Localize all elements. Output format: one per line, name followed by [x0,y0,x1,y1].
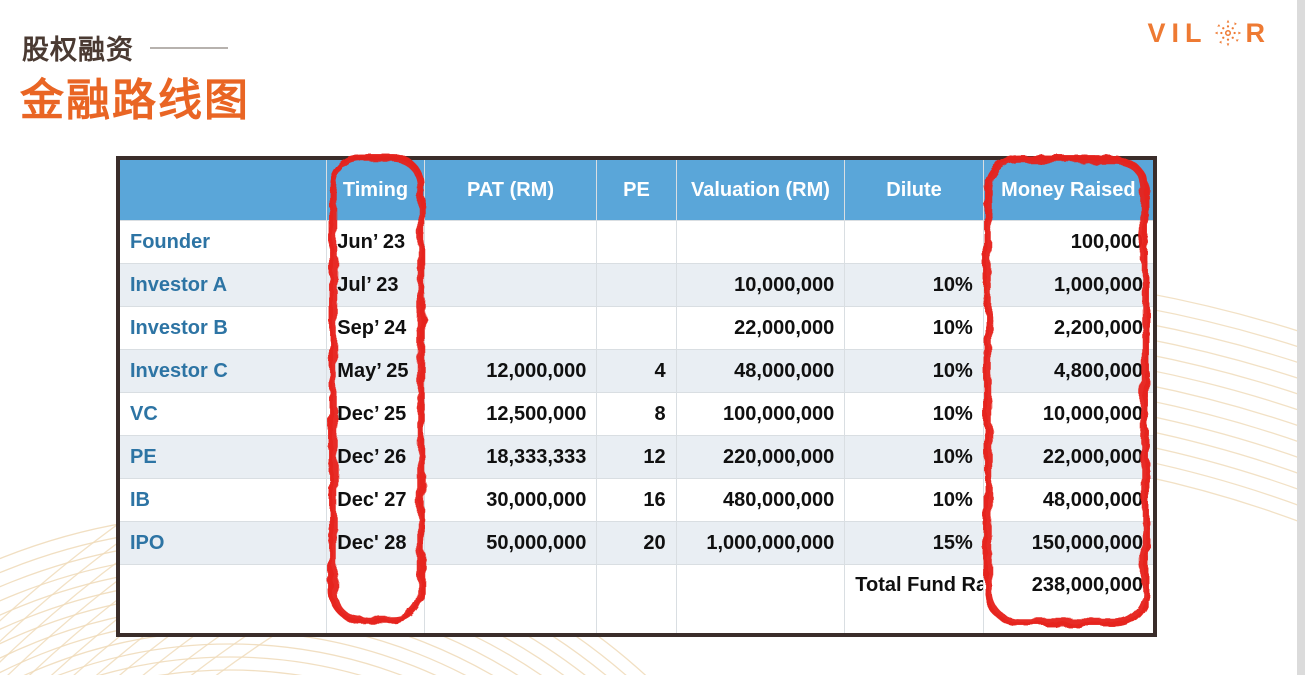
cell-money: 2,200,000 [982,306,1156,350]
total-row-empty-pat [423,564,598,635]
slide-subtitle: 股权融资 [22,35,134,65]
cell-valuation: 480,000,000 [675,478,846,522]
cell-timing: May’ 25 [326,349,425,393]
cell-dilute: 10% [844,478,984,522]
column-header-money-raised: Money Raised [982,157,1156,221]
cell-money: 4,800,000 [982,349,1156,393]
cell-valuation: 100,000,000 [675,392,846,436]
table-row-vc: VC Dec’ 25 12,500,000 8 100,000,000 10% 10,000… [117,392,1156,436]
finance-roadmap-table: Timing PAT (RM) PE Valuation (RM) Dilute Mone… [116,156,1157,637]
row-label: Investor C [117,349,328,393]
column-header-pe: PE [596,157,677,221]
table-body: Founder Jun’ 23 100,000 Investor A Jul’ 23 10… [117,220,1156,565]
cell-pe: 4 [596,349,677,393]
cell-pe: 8 [596,392,677,436]
total-row-empty-valuation [675,564,846,635]
cell-valuation: 220,000,000 [675,435,846,479]
cell-pat: 12,500,000 [423,392,598,436]
table-header-row: Timing PAT (RM) PE Valuation (RM) Dilute Mone… [117,157,1156,221]
finance-roadmap-table-container: Timing PAT (RM) PE Valuation (RM) Dilute Mone… [116,156,1157,637]
table-header: Timing PAT (RM) PE Valuation (RM) Dilute Mone… [117,157,1156,221]
row-label: VC [117,392,328,436]
cell-pat: 12,000,000 [423,349,598,393]
cell-money: 48,000,000 [982,478,1156,522]
column-header-timing: Timing [326,157,425,221]
cell-timing: Jul’ 23 [326,263,425,307]
cell-pat: 30,000,000 [423,478,598,522]
window-edge-strip [1297,0,1305,675]
row-label: PE [117,435,328,479]
cell-dilute: 10% [844,263,984,307]
cell-timing: Dec' 27 [326,478,425,522]
cell-dilute: 10% [844,392,984,436]
cell-valuation: 22,000,000 [675,306,846,350]
cell-valuation: 1,000,000,000 [675,521,846,565]
cell-dilute: 10% [844,349,984,393]
table-row-investor-c: Investor C May’ 25 12,000,000 4 48,000,000 10… [117,349,1156,393]
total-row: Total Fund Raised 238,000,000 [117,564,1156,635]
subtitle-divider-line [150,46,228,49]
firework-starburst-icon [1211,16,1245,50]
total-row-empty-timing [326,564,425,635]
column-header-dilute: Dilute [844,157,984,221]
cell-pe: 12 [596,435,677,479]
cell-timing: Dec’ 26 [326,435,425,479]
cell-money: 150,000,000 [982,521,1156,565]
slide-title: 金融路线图 [20,76,250,125]
total-fund-raised-value: 238,000,000 [982,564,1156,635]
row-label: IPO [117,521,328,565]
cell-money: 10,000,000 [982,392,1156,436]
cell-money: 100,000 [982,220,1156,264]
row-label: IB [117,478,328,522]
cell-pat [423,263,598,307]
cell-timing: Jun’ 23 [326,220,425,264]
table-row-ib: IB Dec' 27 30,000,000 16 480,000,000 10% 48,00… [117,478,1156,522]
cell-timing: Dec' 28 [326,521,425,565]
column-header-blank [117,157,328,221]
cell-timing: Dec’ 25 [326,392,425,436]
cell-pe [596,306,677,350]
cell-money: 22,000,000 [982,435,1156,479]
row-label: Founder [117,220,328,264]
cell-valuation: 48,000,000 [675,349,846,393]
cell-pe [596,220,677,264]
cell-pe: 20 [596,521,677,565]
cell-dilute: 10% [844,306,984,350]
cell-timing: Sep’ 24 [326,306,425,350]
cell-valuation [675,220,846,264]
cell-pat [423,306,598,350]
logo-text-prefix: VIL [1147,17,1208,48]
cell-dilute: 10% [844,435,984,479]
table-row-pe: PE Dec’ 26 18,333,333 12 220,000,000 10% 22,00… [117,435,1156,479]
table-row-ipo: IPO Dec' 28 50,000,000 20 1,000,000,000 15% 15… [117,521,1156,565]
column-header-pat-rm: PAT (RM) [423,157,598,221]
table-row-founder: Founder Jun’ 23 100,000 [117,220,1156,264]
total-row-empty-label [117,564,328,635]
total-fund-raised-label: Total Fund Raised [844,564,984,635]
cell-pat: 18,333,333 [423,435,598,479]
logo-text-suffix: R [1245,17,1271,48]
cell-valuation: 10,000,000 [675,263,846,307]
slide-subtitle-row: 股权融资 [22,28,228,67]
cell-pat: 50,000,000 [423,521,598,565]
vilor-logo: VIL R [1147,16,1271,50]
cell-dilute: 15% [844,521,984,565]
row-label: Investor B [117,306,328,350]
cell-pat [423,220,598,264]
cell-money: 1,000,000 [982,263,1156,307]
cell-dilute [844,220,984,264]
table-row-investor-b: Investor B Sep’ 24 22,000,000 10% 2,200,000 [117,306,1156,350]
table-row-investor-a: Investor A Jul’ 23 10,000,000 10% 1,000,000 [117,263,1156,307]
cell-pe [596,263,677,307]
cell-pe: 16 [596,478,677,522]
total-row-empty-pe [596,564,677,635]
column-header-valuation-rm: Valuation (RM) [675,157,846,221]
row-label: Investor A [117,263,328,307]
